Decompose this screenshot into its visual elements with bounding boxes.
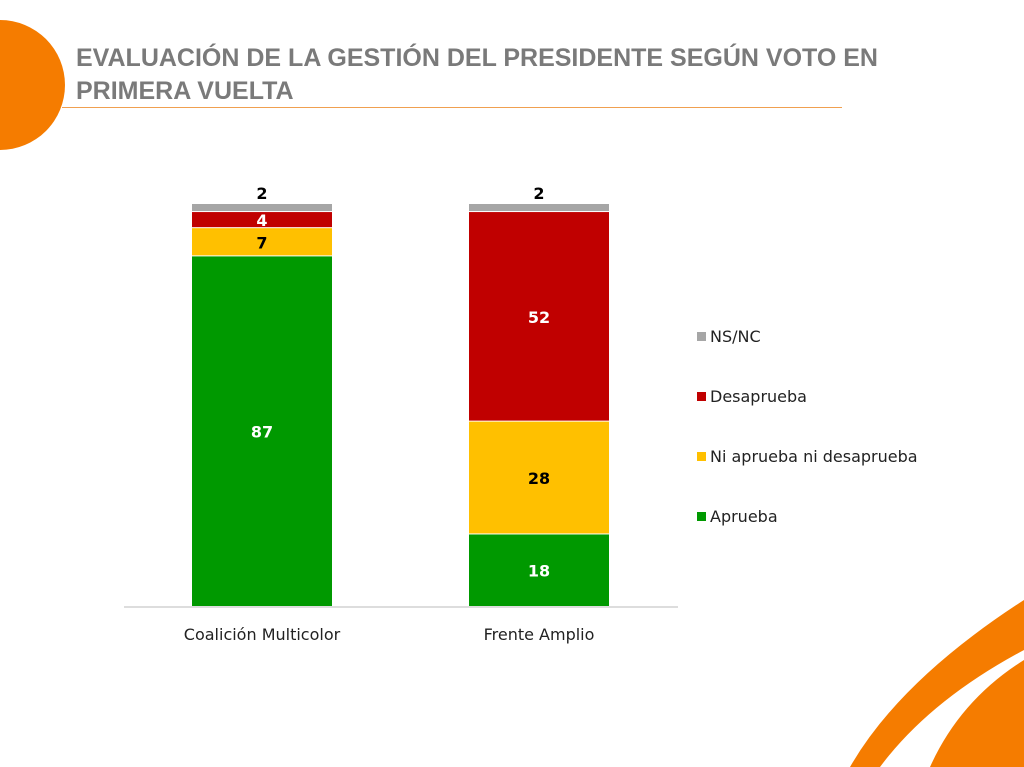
- title-divider: [62, 107, 842, 108]
- data-label: 28: [528, 469, 550, 488]
- category-label: Coalición Multicolor: [184, 625, 341, 644]
- bar-segment: [192, 228, 332, 256]
- legend-swatch: [697, 392, 706, 401]
- data-label: 18: [528, 562, 550, 581]
- data-label: 87: [251, 423, 273, 442]
- data-label: 7: [256, 233, 267, 252]
- bar-segment: [469, 204, 609, 212]
- data-label: 2: [256, 184, 267, 203]
- legend-label: NS/NC: [710, 327, 761, 346]
- legend-swatch: [697, 512, 706, 521]
- bar-segment: [192, 204, 332, 212]
- bar-segment: [192, 256, 332, 606]
- category-label: Frente Amplio: [484, 625, 595, 644]
- data-label: 4: [256, 211, 267, 230]
- decorative-orange-swoosh: [850, 600, 1024, 767]
- legend-swatch: [697, 452, 706, 461]
- bar-segment: [469, 212, 609, 421]
- bar-segment: [192, 212, 332, 228]
- data-label: 2: [533, 184, 544, 203]
- page-title: EVALUACIÓN DE LA GESTIÓN DEL PRESIDENTE …: [76, 44, 878, 105]
- legend-label: Aprueba: [710, 507, 778, 526]
- bar-segment: [469, 534, 609, 606]
- bar-segment: [469, 421, 609, 534]
- legend-label: Desaprueba: [710, 387, 807, 406]
- legend-label: Ni aprueba ni desaprueba: [710, 447, 918, 466]
- legend-swatch: [697, 332, 706, 341]
- data-label: 52: [528, 308, 550, 327]
